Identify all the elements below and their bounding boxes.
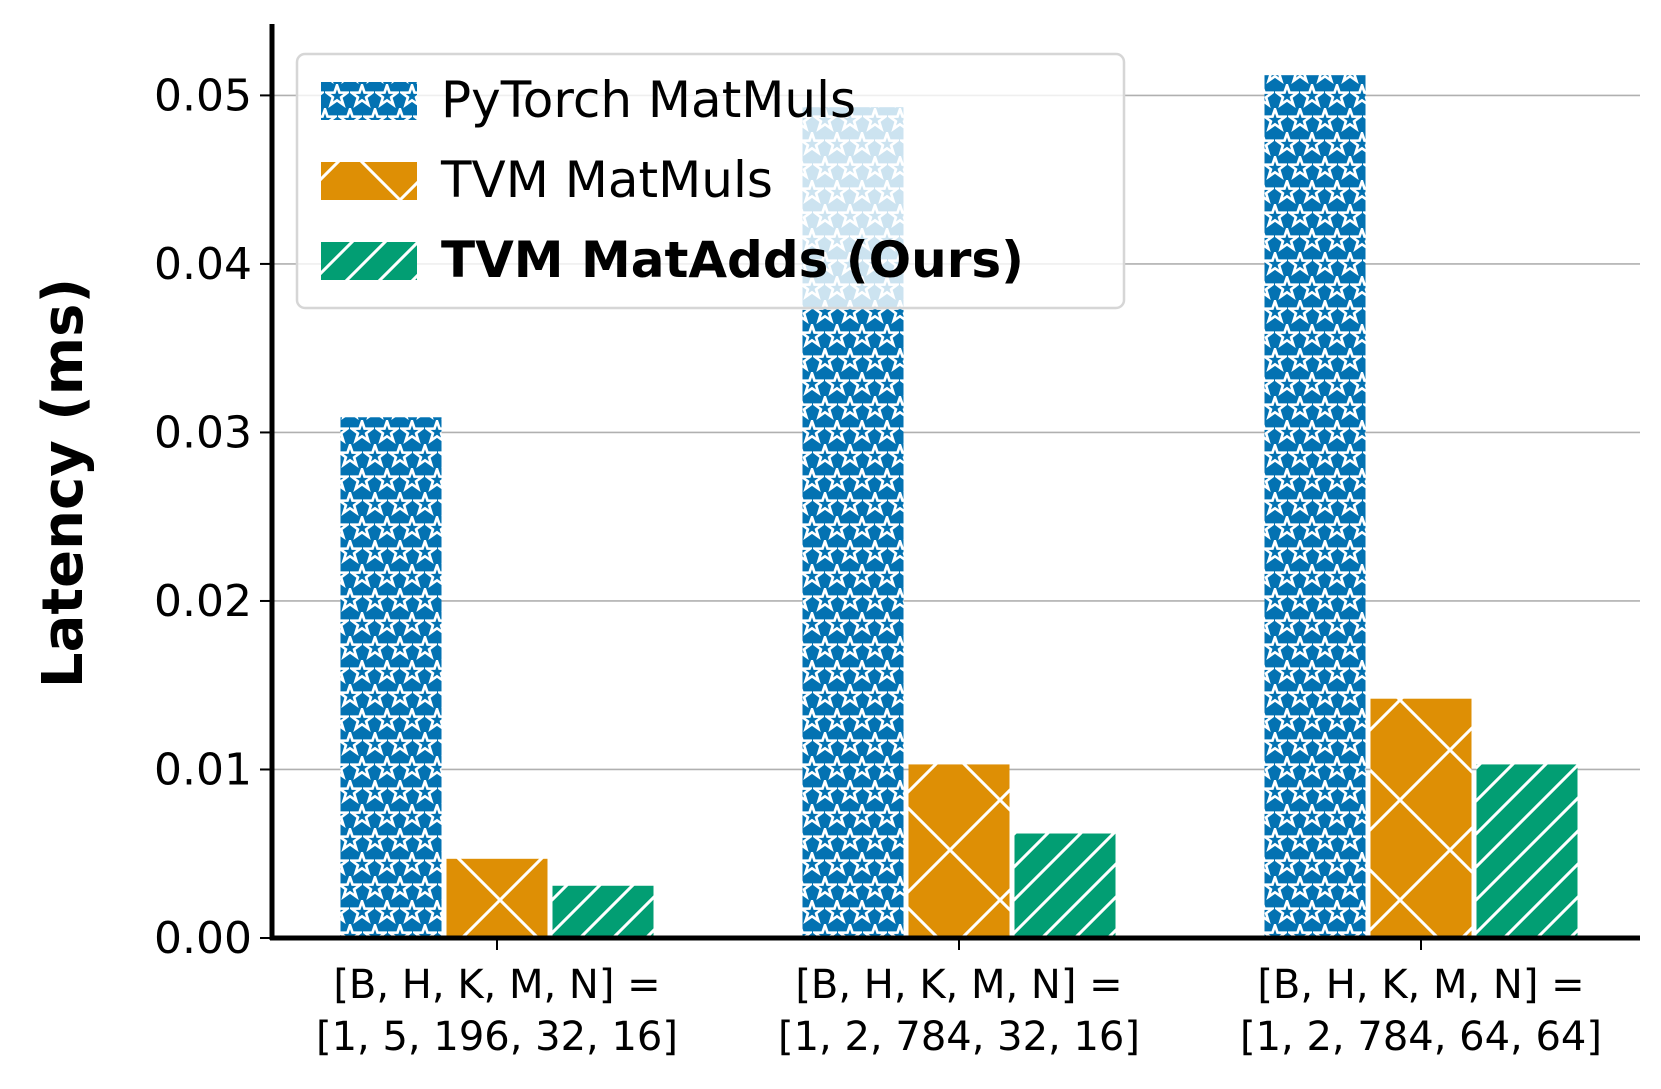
y-axis-ticks: 0.00 0.01 0.02 0.03 0.04 0.05 xyxy=(154,70,272,964)
x-tick-label: [1, 5, 196, 32, 16] xyxy=(316,1014,678,1060)
y-tick-label: 0.03 xyxy=(154,407,252,458)
x-tick-label: [1, 2, 784, 64, 64] xyxy=(1240,1014,1602,1060)
legend-label: PyTorch MatMuls xyxy=(441,71,856,129)
bar-pytorch-matmuls xyxy=(1264,75,1366,939)
bar-tvm-matadds-ours xyxy=(1014,833,1116,938)
y-axis-label: Latency (ms) xyxy=(31,278,96,688)
y-tick-label: 0.02 xyxy=(154,576,252,627)
x-tick-label: [B, H, K, M, N] = xyxy=(795,962,1122,1008)
axes xyxy=(269,24,1640,941)
legend-label: TVM MatAdds (Ours) xyxy=(441,231,1024,289)
legend-label: TVM MatMuls xyxy=(440,151,773,209)
x-tick-label: [1, 2, 784, 32, 16] xyxy=(778,1014,1140,1060)
y-tick-label: 0.05 xyxy=(154,70,252,121)
legend-swatch xyxy=(321,162,417,200)
y-tick-label: 0.01 xyxy=(154,744,252,795)
y-tick-label: 0.04 xyxy=(154,239,252,290)
bar-tvm-matmuls xyxy=(908,764,1010,938)
bar-tvm-matmuls xyxy=(1370,698,1472,938)
bar-tvm-matadds-ours xyxy=(1476,764,1578,938)
x-tick-label: [B, H, K, M, N] = xyxy=(1257,962,1584,1008)
x-tick-label: [B, H, K, M, N] = xyxy=(333,962,660,1008)
x-axis-ticks: [B, H, K, M, N] = [1, 5, 196, 32, 16] [B, … xyxy=(316,938,1602,1060)
legend-swatch xyxy=(321,82,417,120)
legend-swatch xyxy=(321,242,417,280)
bar-tvm-matadds-ours xyxy=(552,885,654,938)
legend: PyTorch MatMuls TVM MatMuls TVM MatAdds (O… xyxy=(295,52,1126,310)
bar-tvm-matmuls xyxy=(446,858,548,938)
legend-box xyxy=(295,52,1126,310)
y-tick-label: 0.00 xyxy=(154,913,252,964)
bar-pytorch-matmuls xyxy=(340,417,442,938)
